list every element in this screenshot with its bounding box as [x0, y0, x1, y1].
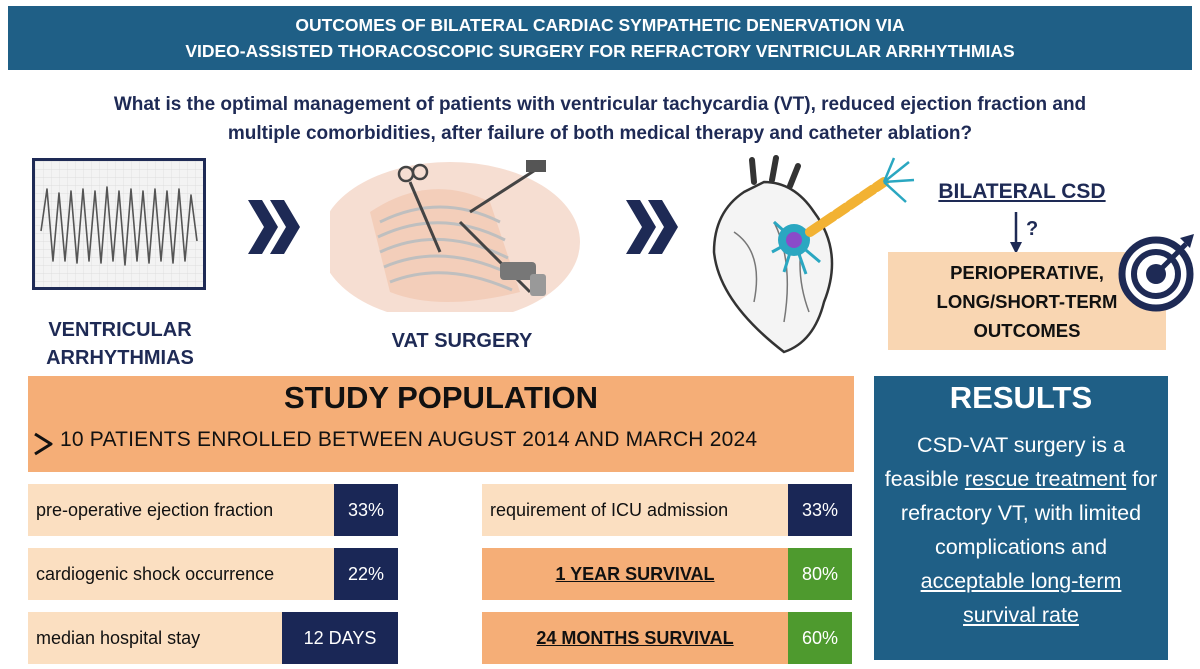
results-panel — [874, 376, 1168, 660]
outcome-line-1: PERIOPERATIVE, — [950, 261, 1104, 283]
header-line-2: VIDEO-ASSISTED THORACOSCOPIC SURGERY FOR… — [185, 41, 1015, 61]
study-population-subtitle: 10 PATIENTS ENROLLED BETWEEN AUGUST 2014… — [60, 428, 758, 451]
target-icon — [1118, 232, 1198, 317]
question-line-1: What is the optimal management of patien… — [113, 94, 1087, 115]
stat-label: requirement of ICU admission — [482, 484, 788, 536]
study-population-panel — [28, 376, 854, 472]
stat-row-24-months-survival: 24 MONTHS SURVIVAL 60% — [482, 612, 852, 664]
stat-value: 33% — [788, 484, 852, 536]
heart-neuron-icon — [694, 152, 924, 367]
stat-value: 12 DAYS — [282, 612, 398, 664]
stat-value: 33% — [334, 484, 398, 536]
chevron-bullet-icon — [32, 432, 54, 461]
vat-surgery-label: VAT SURGERY — [391, 330, 533, 352]
stat-row-1-year-survival: 1 YEAR SURVIVAL 80% — [482, 548, 852, 600]
question-line-2: multiple comorbidities, after failure of… — [227, 123, 973, 144]
results-rescue-treatment: rescue treatment — [964, 467, 1127, 491]
stat-label: cardiogenic shock occurrence — [28, 548, 334, 600]
stat-label: median hospital stay — [28, 612, 282, 664]
stat-label: 24 MONTHS SURVIVAL — [482, 612, 788, 664]
stat-value: 80% — [788, 548, 852, 600]
ecg-icon — [32, 158, 206, 290]
chevron-right-icon — [244, 196, 304, 263]
stat-row-ejection-fraction: pre-operative ejection fraction 33% — [28, 484, 398, 536]
header-line-1: OUTCOMES OF BILATERAL CARDIAC SYMPATHETI… — [295, 15, 905, 35]
results-text-part-3: for refractory VT, with limited complica… — [900, 467, 1158, 559]
bilateral-csd-title: BILATERAL CSD — [938, 180, 1106, 203]
stat-value: 60% — [788, 612, 852, 664]
stat-value: 22% — [334, 548, 398, 600]
stat-label: pre-operative ejection fraction — [28, 484, 334, 536]
results-survival-rate: acceptable long-term survival rate — [920, 569, 1122, 627]
ecg-label-line-1: VENTRICULAR — [48, 319, 192, 341]
stat-row-cardiogenic-shock: cardiogenic shock occurrence 22% — [28, 548, 398, 600]
stat-row-hospital-stay: median hospital stay 12 DAYS — [28, 612, 398, 664]
ecg-label-line-2: ARRHYTHMIAS — [46, 347, 194, 369]
results-title: RESULTS — [949, 380, 1093, 415]
surgery-icon — [320, 152, 590, 322]
ventricular-arrhythmias-label: VENTRICULAR ARRHYTHMIAS — [28, 316, 212, 372]
header-banner: OUTCOMES OF BILATERAL CARDIAC SYMPATHETI… — [8, 6, 1192, 70]
study-population-title: STUDY POPULATION — [283, 380, 599, 415]
question-mark: ? — [1026, 218, 1039, 240]
results-text-part-1: CSD-VAT surgery is a feasible — [884, 433, 1125, 491]
stat-label: 1 YEAR SURVIVAL — [482, 548, 788, 600]
outcome-line-2: LONG/SHORT-TERM — [936, 290, 1118, 312]
research-question: What is the optimal management of patien… — [60, 90, 1140, 148]
chevron-right-icon — [622, 196, 682, 263]
outcome-line-3: OUTCOMES — [973, 319, 1081, 341]
results-text: CSD-VAT surgery is a feasible rescue tre… — [882, 428, 1160, 632]
arrow-down-icon — [1010, 212, 1022, 259]
stat-row-icu-admission: requirement of ICU admission 33% — [482, 484, 852, 536]
